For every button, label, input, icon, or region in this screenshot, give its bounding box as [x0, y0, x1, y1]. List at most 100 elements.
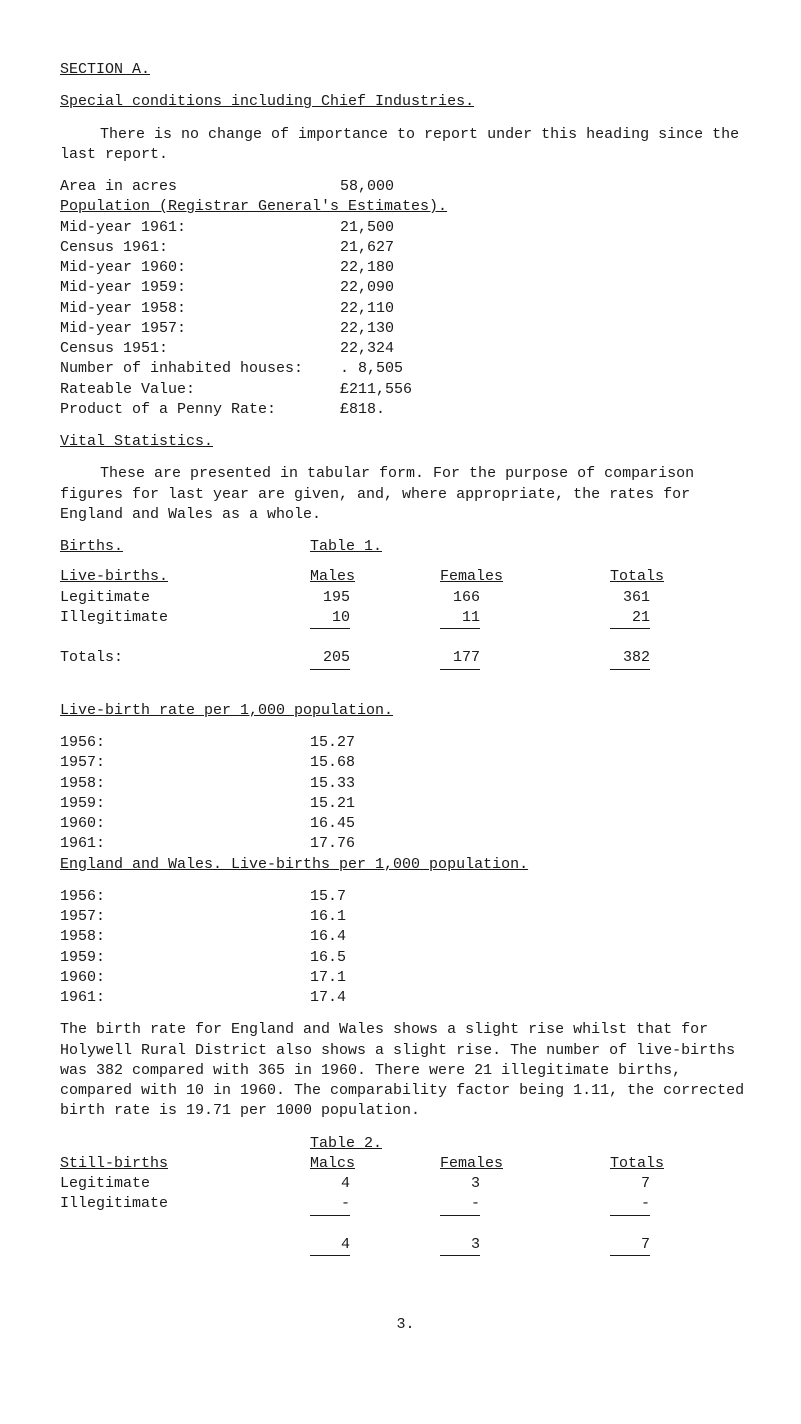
registrar-line: Population (Registrar General's Estimate… [60, 197, 751, 217]
population-row: Number of inhabited houses:. 8,505 [60, 359, 751, 379]
population-value: 22,130 [340, 319, 394, 339]
rate-year: 1956: [60, 733, 310, 753]
population-row: Mid-year 1957:22,130 [60, 319, 751, 339]
rate-row: 1956:15.7 [60, 887, 751, 907]
rates-block-2: 1956:15.71957:16.11958:16.41959:16.51960… [60, 887, 751, 1009]
rule-icon [610, 1215, 650, 1216]
population-label: Product of a Penny Rate: [60, 400, 340, 420]
rule-icon [610, 628, 650, 629]
population-row: Census 1951:22,324 [60, 339, 751, 359]
area-row: Area in acres 58,000 [60, 177, 751, 197]
population-label: Mid-year 1958: [60, 299, 340, 319]
population-value: 22,090 [340, 278, 394, 298]
population-value: 22,180 [340, 258, 394, 278]
rule-icon [310, 1255, 350, 1256]
lbrate-heading: Live-birth rate per 1,000 population. [60, 701, 751, 721]
t1-rule-row [60, 628, 751, 648]
rule-icon [610, 1255, 650, 1256]
rate-value: 17.76 [310, 834, 355, 854]
population-label: Mid-year 1957: [60, 319, 340, 339]
rate-row: 1961:17.76 [60, 834, 751, 854]
rate-value: 17.1 [310, 968, 346, 988]
population-value: 22,110 [340, 299, 394, 319]
t2-rule-row-2 [60, 1255, 751, 1275]
population-value: 21,627 [340, 238, 394, 258]
rate-year: 1960: [60, 814, 310, 834]
rule-icon [440, 1255, 480, 1256]
population-label: Census 1951: [60, 339, 340, 359]
rule-icon [310, 669, 350, 670]
rate-year: 1959: [60, 794, 310, 814]
rate-year: 1957: [60, 753, 310, 773]
population-row: Census 1961:21,627 [60, 238, 751, 258]
population-row: Mid-year 1958:22,110 [60, 299, 751, 319]
rule-icon [310, 628, 350, 629]
rate-row: 1957:15.68 [60, 753, 751, 773]
rate-year: 1960: [60, 968, 310, 988]
subheading-special: Special conditions including Chief Indus… [60, 92, 751, 112]
population-label: Mid-year 1961: [60, 218, 340, 238]
rate-value: 15.33 [310, 774, 355, 794]
rate-value: 15.7 [310, 887, 346, 907]
section-text: SECTION A. [60, 61, 150, 78]
rate-value: 15.27 [310, 733, 355, 753]
population-value: . 8,505 [340, 359, 403, 379]
vital-heading: Vital Statistics. [60, 432, 751, 452]
rate-value: 15.21 [310, 794, 355, 814]
t2-legitimate-row: Legitimate 4 3 7 [60, 1174, 751, 1194]
rate-year: 1961: [60, 988, 310, 1008]
rate-value: 17.4 [310, 988, 346, 1008]
section-heading: SECTION A. [60, 60, 751, 80]
rate-row: 1961:17.4 [60, 988, 751, 1008]
rate-value: 16.5 [310, 948, 346, 968]
rate-value: 15.68 [310, 753, 355, 773]
rate-row: 1958:16.4 [60, 927, 751, 947]
t1-rule-row-2 [60, 669, 751, 689]
t2-illegitimate-row: Illegitimate - - - [60, 1194, 751, 1214]
rate-year: 1958: [60, 774, 310, 794]
rate-row: 1960:16.45 [60, 814, 751, 834]
rate-row: 1958:15.33 [60, 774, 751, 794]
births-header: Births. Table 1. [60, 537, 751, 557]
stillbirths-header-row: Still-births Malcs Females Totals [60, 1154, 751, 1174]
area-label: Area in acres [60, 177, 340, 197]
population-row: Mid-year 1961:21,500 [60, 218, 751, 238]
rule-icon [440, 1215, 480, 1216]
population-value: £818. [340, 400, 385, 420]
page-number: 3. [60, 1315, 751, 1335]
area-value: 58,000 [340, 177, 394, 197]
population-label: Number of inhabited houses: [60, 359, 340, 379]
rate-year: 1957: [60, 907, 310, 927]
livebirths-header-row: Live-births. Males Females Totals [60, 567, 751, 587]
population-label: Mid-year 1960: [60, 258, 340, 278]
population-value: £211,556 [340, 380, 412, 400]
rule-icon [310, 1215, 350, 1216]
population-row: Product of a Penny Rate:£818. [60, 400, 751, 420]
t1-legitimate-row: Legitimate 195 166 361 [60, 588, 751, 608]
table2-title-row: Table 2. [60, 1134, 751, 1154]
rate-year: 1958: [60, 927, 310, 947]
paragraph-1: There is no change of importance to repo… [60, 125, 751, 166]
population-row: Rateable Value:£211,556 [60, 380, 751, 400]
population-value: 21,500 [340, 218, 394, 238]
rate-year: 1956: [60, 887, 310, 907]
rate-year: 1961: [60, 834, 310, 854]
population-rows: Mid-year 1961:21,500Census 1961:21,627Mi… [60, 218, 751, 421]
t2-totals-row: 4 3 7 [60, 1235, 751, 1255]
rule-icon [610, 669, 650, 670]
population-label: Rateable Value: [60, 380, 340, 400]
rate-year: 1959: [60, 948, 310, 968]
rate-value: 16.45 [310, 814, 355, 834]
rate-value: 16.1 [310, 907, 346, 927]
t1-illegitimate-row: Illegitimate 10 11 21 [60, 608, 751, 628]
t1-totals-row: Totals: 205 177 382 [60, 648, 751, 668]
population-label: Mid-year 1959: [60, 278, 340, 298]
population-row: Mid-year 1959:22,090 [60, 278, 751, 298]
population-label: Census 1961: [60, 238, 340, 258]
t2-rule-row [60, 1215, 751, 1235]
rates-block-1: 1956:15.271957:15.681958:15.331959:15.21… [60, 733, 751, 855]
paragraph-3: The birth rate for England and Wales sho… [60, 1020, 751, 1121]
rate-row: 1957:16.1 [60, 907, 751, 927]
rate-row: 1956:15.27 [60, 733, 751, 753]
ew-heading: England and Wales. Live-births per 1,000… [60, 855, 751, 875]
